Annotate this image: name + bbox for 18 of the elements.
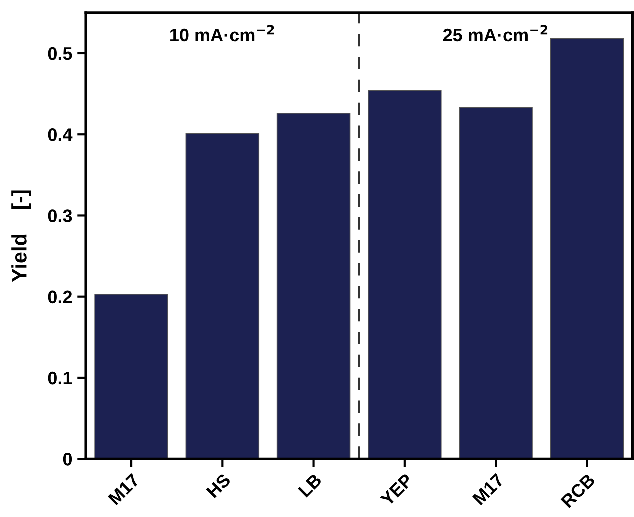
bar — [550, 38, 624, 460]
y-axis-title: Yield [-] — [12, 190, 32, 282]
annotation: 25 mA·cm$^{−2}$ — [443, 25, 548, 42]
annotation: 10 mA·cm$^{−2}$ — [170, 25, 274, 42]
bar — [186, 133, 260, 460]
y-tick-label: 0.1 — [48, 372, 72, 385]
bar — [276, 113, 351, 460]
y-tick-label: 0 — [63, 453, 72, 466]
x-tick-label: LB — [298, 473, 322, 498]
bar — [94, 294, 168, 460]
y-tick-label: 0.3 — [48, 210, 72, 222]
bar — [459, 107, 533, 460]
x-tick-label: HS — [206, 473, 232, 499]
bar — [368, 90, 442, 460]
x-tick-label: YEP — [380, 473, 414, 507]
y-tick-label: 0.2 — [48, 290, 72, 304]
y-tick-label: 0.4 — [48, 128, 73, 142]
y-tick-label: 0.5 — [48, 47, 72, 60]
